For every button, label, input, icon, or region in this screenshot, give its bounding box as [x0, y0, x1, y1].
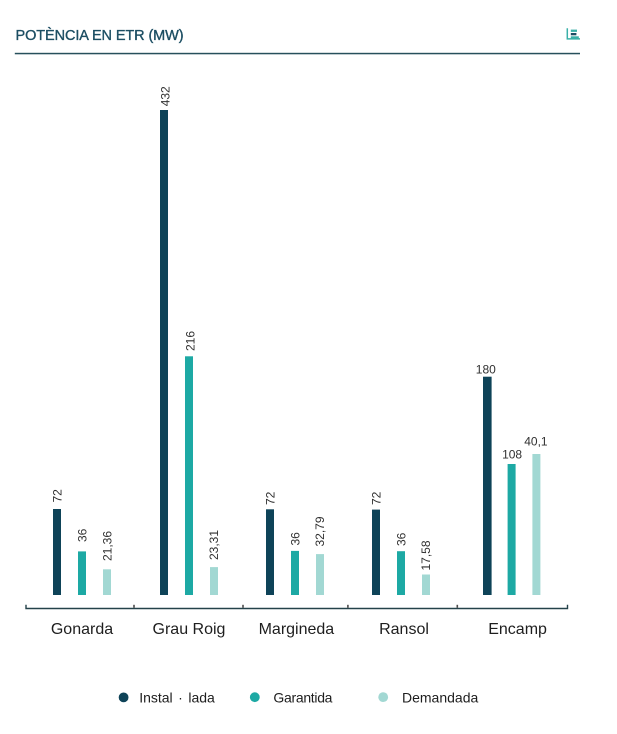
svg-text:Gonarda: Gonarda: [51, 621, 113, 638]
svg-text:72: 72: [263, 491, 277, 505]
svg-text:180: 180: [476, 363, 496, 377]
svg-text:23,31: 23,31: [207, 530, 221, 560]
svg-text:32,79: 32,79: [313, 516, 327, 546]
svg-text:17,58: 17,58: [419, 540, 433, 570]
svg-text:40,1: 40,1: [524, 435, 548, 449]
svg-text:432: 432: [159, 86, 173, 106]
svg-text:216: 216: [184, 331, 198, 351]
svg-text:Garantida: Garantida: [273, 690, 332, 706]
svg-text:POTÈNCIA EN ETR (MW): POTÈNCIA EN ETR (MW): [16, 27, 184, 44]
svg-text:Encamp: Encamp: [488, 621, 547, 638]
svg-text:36: 36: [75, 528, 89, 542]
svg-text:Demandada: Demandada: [402, 690, 478, 706]
svg-text:72: 72: [369, 491, 383, 505]
svg-text:Ransol: Ransol: [379, 621, 429, 638]
svg-text:Grau Roig: Grau Roig: [153, 621, 226, 638]
svg-text:Margineda: Margineda: [259, 621, 335, 638]
svg-text:21,36: 21,36: [101, 531, 115, 561]
svg-text:72: 72: [50, 489, 64, 503]
svg-text:36: 36: [288, 532, 302, 546]
svg-text:36: 36: [394, 532, 408, 546]
svg-text:108: 108: [502, 447, 522, 461]
